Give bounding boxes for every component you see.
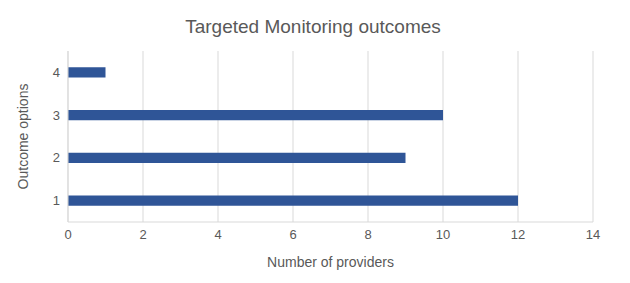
svg-text:12: 12 [511, 227, 525, 242]
svg-text:14: 14 [586, 227, 600, 242]
svg-text:6: 6 [289, 227, 296, 242]
svg-text:0: 0 [64, 227, 71, 242]
svg-text:4: 4 [53, 65, 60, 80]
svg-text:2: 2 [139, 227, 146, 242]
html-text:Targeted Monitoring outcomes: Targeted Monitoring outcomes [185, 16, 441, 37]
svg-text:8: 8 [364, 227, 371, 242]
svg-text:2: 2 [53, 150, 60, 165]
svg-text:Outcome options: Outcome options [15, 84, 31, 190]
svg-text:1: 1 [53, 193, 60, 208]
svg-text:4: 4 [214, 227, 221, 242]
svg-text:Number of providers: Number of providers [267, 254, 394, 270]
svg-text:3: 3 [53, 108, 60, 123]
svg-text:10: 10 [436, 227, 450, 242]
